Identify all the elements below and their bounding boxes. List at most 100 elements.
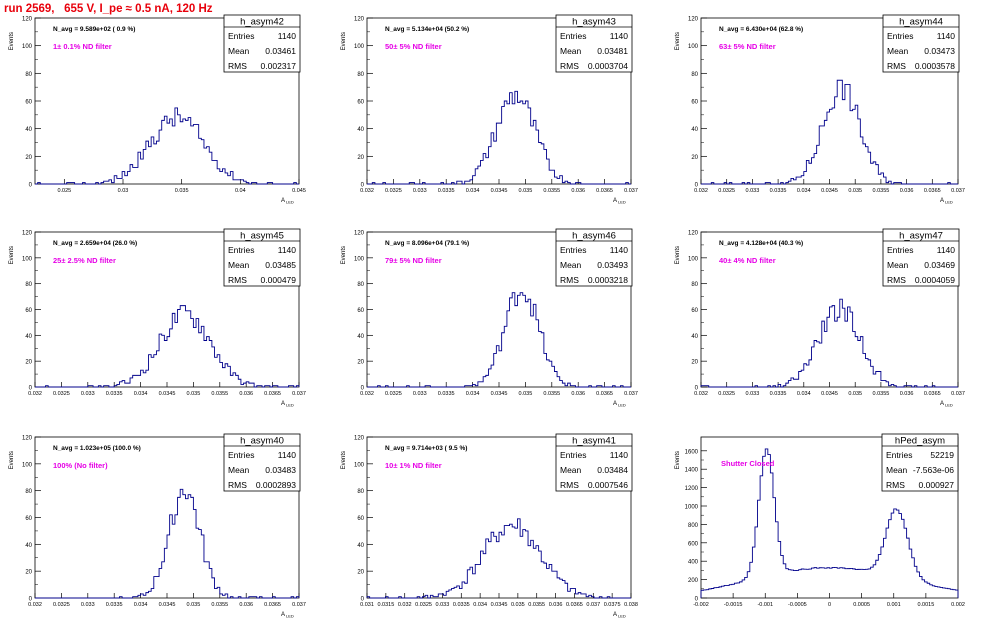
y-tick-label: 40	[25, 334, 32, 340]
x-tick-label: -0.001	[757, 602, 773, 608]
x-axis-label: ALED	[613, 401, 626, 408]
stats-value: 0.03469	[924, 260, 955, 270]
stats-value: 0.03481	[597, 46, 628, 56]
y-axis-label: Events	[9, 246, 15, 264]
n-avg-text: N_avg = 5.134e+04 (50.2 %)	[385, 26, 469, 33]
x-tick-label: 0.0325	[385, 391, 402, 397]
filter-annotation: 100% (No filter)	[53, 461, 108, 470]
y-tick-label: 20	[357, 360, 364, 366]
x-tick-label: 0.033	[746, 188, 760, 194]
stats-label: Mean	[228, 46, 250, 56]
y-tick-label: 120	[354, 436, 365, 442]
stats-label: RMS	[560, 480, 579, 490]
stats-label: Entries	[886, 450, 912, 460]
x-tick-label: 0.034	[466, 391, 480, 397]
x-tick-label: 0.0005	[853, 602, 870, 608]
y-tick-label: 80	[25, 282, 32, 288]
x-tick-label: 0.03	[118, 188, 129, 194]
x-tick-label: 0.0355	[211, 602, 228, 608]
y-tick-label: 120	[688, 17, 699, 23]
filter-annotation: 63± 5% ND filter	[719, 42, 776, 51]
x-tick-label: 0.0365	[264, 602, 281, 608]
histogram-panel-h_asym44: 0 20 40 60 80 100 120 0.032 0.0325 0.033 0.0335 0.0…	[675, 14, 965, 205]
y-tick-label: 60	[25, 308, 32, 314]
x-tick-label: 0.032	[360, 188, 374, 194]
stats-box-title: hPed_asym	[895, 436, 945, 447]
stats-value: 0.002317	[261, 61, 297, 71]
x-tick-label: 0.0325	[53, 602, 70, 608]
x-tick-label: 0.0335	[106, 391, 123, 397]
stats-label: RMS	[887, 61, 906, 71]
x-tick-label: -0.0005	[788, 602, 807, 608]
y-tick-label: 0	[695, 597, 699, 603]
stats-box	[881, 433, 959, 492]
y-tick-label: 0	[361, 597, 365, 603]
x-tick-label: 0.0365	[924, 391, 941, 397]
x-tick-label: 0.0345	[491, 188, 508, 194]
y-tick-label: 80	[691, 282, 698, 288]
x-tick-label: 0.033	[413, 188, 427, 194]
x-tick-label: 0.033	[413, 391, 427, 397]
stats-label: Mean	[887, 46, 909, 56]
x-tick-label: 0.035	[848, 391, 862, 397]
x-tick-label: 0.0355	[543, 391, 560, 397]
y-tick-label: 100	[22, 44, 33, 50]
y-tick-label: 60	[691, 100, 698, 106]
x-axis-label: ALED	[281, 198, 294, 205]
histogram-line	[701, 79, 958, 185]
x-tick-label: 0.032	[398, 602, 412, 608]
stats-box	[882, 14, 960, 73]
x-tick-label: 0.033	[436, 602, 450, 608]
x-tick-label: 0.025	[57, 188, 71, 194]
histogram-panel-h_asym46: 0 20 40 60 80 100 120 0.032 0.0325 0.033 0.0335 0.0…	[341, 228, 638, 408]
stats-value: 0.000927	[919, 480, 955, 490]
y-tick-label: 80	[357, 72, 364, 78]
n-avg-text: N_avg = 4.128e+04 (40.3 %)	[719, 240, 803, 247]
y-tick-label: 100	[22, 462, 33, 468]
filter-annotation: 1± 0.1% ND filter	[53, 42, 112, 51]
x-tick-label: 0.032	[694, 188, 708, 194]
y-tick-label: 0	[361, 386, 365, 392]
x-axis-label-sub: LED	[618, 200, 626, 205]
histogram-line	[700, 298, 958, 388]
stats-label: RMS	[886, 480, 905, 490]
stats-box	[555, 433, 633, 492]
y-tick-label: 80	[691, 72, 698, 78]
stats-label: Entries	[887, 31, 913, 41]
histogram-line	[366, 518, 631, 599]
y-tick-label: 60	[357, 516, 364, 522]
stats-box-title: h_asym43	[572, 17, 616, 28]
x-tick-label: 0.0355	[528, 602, 545, 608]
histogram-line	[35, 305, 300, 388]
stats-box	[555, 228, 633, 287]
x-axis-label-sub: LED	[286, 614, 294, 619]
stats-label: RMS	[228, 480, 247, 490]
y-tick-label: 80	[357, 282, 364, 288]
stats-label: RMS	[560, 61, 579, 71]
stats-value: 1140	[610, 245, 629, 255]
stats-box	[223, 14, 301, 73]
x-tick-label: 0.0325	[718, 188, 735, 194]
stats-box	[882, 228, 960, 287]
histogram-line	[35, 488, 300, 599]
x-tick-label: 0.0335	[438, 188, 455, 194]
x-tick-label: 0.0365	[264, 391, 281, 397]
y-tick-label: 60	[25, 100, 32, 106]
stats-value: 0.000479	[261, 275, 297, 285]
y-axis-label: Events	[675, 32, 681, 50]
x-tick-label: -0.002	[693, 602, 709, 608]
y-tick-label: 120	[688, 231, 699, 237]
x-tick-label: 0.0345	[491, 391, 508, 397]
stats-label: Mean	[560, 46, 582, 56]
x-tick-label: 0.038	[624, 602, 638, 608]
x-axis-label: ALED	[613, 198, 626, 205]
y-tick-label: 0	[695, 386, 699, 392]
y-tick-label: 120	[354, 17, 365, 23]
y-tick-label: 20	[357, 570, 364, 576]
y-tick-label: 20	[25, 570, 32, 576]
stats-label: Mean	[560, 260, 582, 270]
y-tick-label: 80	[25, 72, 32, 78]
x-axis-label: ALED	[613, 612, 626, 619]
x-tick-label: 0.0015	[917, 602, 934, 608]
